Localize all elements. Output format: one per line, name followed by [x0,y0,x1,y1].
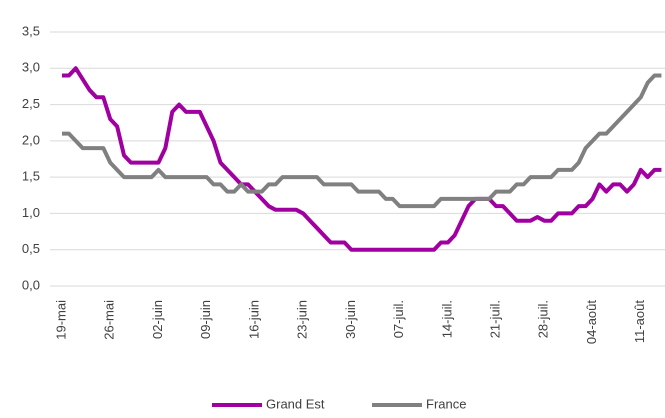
y-tick-label: 2,5 [22,96,40,111]
x-tick-label: 26-mai [102,300,117,340]
legend-label: France [426,396,466,411]
y-tick-label: 3,0 [22,60,40,75]
x-tick-label: 16-juin [246,300,261,339]
y-tick-label: 0,0 [22,277,40,292]
x-tick-label: 11-août [632,300,647,344]
x-tick-label: 14-juil. [439,300,454,338]
x-tick-label: 19-mai [53,300,68,340]
x-tick-label: 04-août [584,300,599,344]
x-tick-label: 30-juin [343,300,358,339]
y-tick-label: 0,5 [22,241,40,256]
x-tick-label: 02-juin [150,300,165,339]
x-tick-label: 21-juil. [488,300,503,338]
y-tick-label: 3,5 [22,23,40,38]
x-tick-label: 07-juil. [391,300,406,338]
x-tick-label: 23-juin [295,300,310,339]
y-tick-label: 2,0 [22,132,40,147]
x-tick-label: 28-juil. [536,300,551,338]
x-tick-label: 09-juin [198,300,213,339]
y-tick-label: 1,0 [22,205,40,220]
line-series [62,66,662,252]
line-series [62,73,662,209]
legend-label: Grand Est [266,396,325,411]
y-tick-label: 1,5 [22,169,40,184]
